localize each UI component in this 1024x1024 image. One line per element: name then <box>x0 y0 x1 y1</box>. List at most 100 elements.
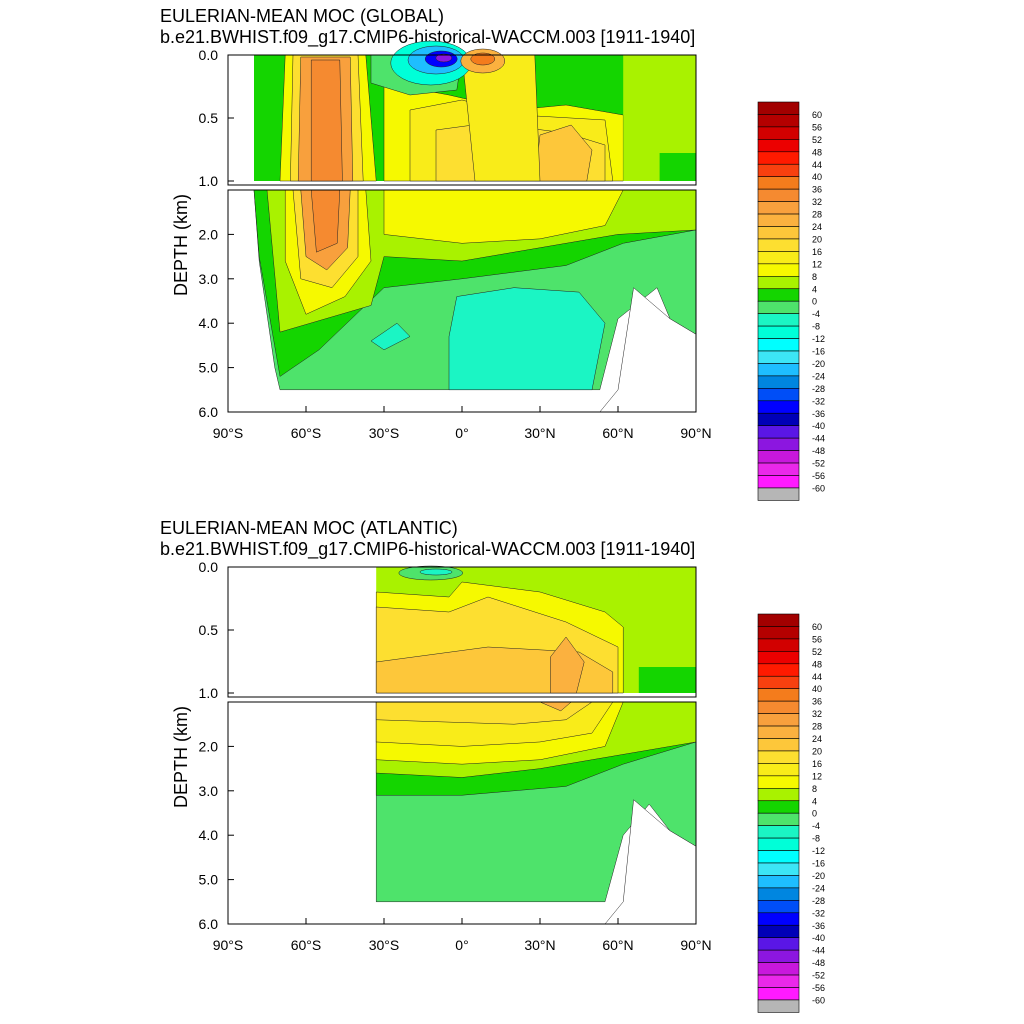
colorbar-swatch <box>757 325 800 339</box>
colorbar-label: -8 <box>812 322 820 332</box>
colorbar-swatch <box>757 999 800 1013</box>
y-tick-label: 5.0 <box>199 360 219 376</box>
x-tick-label: 60°S <box>291 425 322 441</box>
colorbar-swatch <box>757 937 800 951</box>
colorbar-label: -60 <box>812 995 825 1005</box>
colorbar-swatch <box>757 626 800 640</box>
colorbar-swatch <box>757 101 800 115</box>
colorbar-label: 48 <box>812 147 822 157</box>
moc-atlantic-panel: EULERIAN-MEAN MOC (ATLANTIC) b.e21.BWHIS… <box>0 512 1024 1024</box>
colorbar-label: -4 <box>812 821 820 831</box>
contour-region <box>419 568 453 576</box>
colorbar-label: 60 <box>812 622 822 632</box>
contour-region <box>550 636 585 694</box>
colorbar-swatch <box>757 738 800 752</box>
colorbar-swatch <box>757 850 800 864</box>
y-tick-label: 3.0 <box>199 783 219 799</box>
colorbar-label: 12 <box>812 259 822 269</box>
contour-region <box>659 153 696 181</box>
colorbar-label: 28 <box>812 722 822 732</box>
colorbar-label: -16 <box>812 347 825 357</box>
colorbar-swatch <box>757 974 800 988</box>
colorbar-swatch <box>757 787 800 802</box>
colorbar-swatch <box>757 638 800 652</box>
chart-title: EULERIAN-MEAN MOC (GLOBAL) <box>160 6 445 26</box>
colorbar-label: 40 <box>812 684 822 694</box>
colorbar-label: -60 <box>812 483 825 493</box>
y-tick-label: 0.0 <box>199 559 219 575</box>
colorbar-label: 8 <box>812 784 817 794</box>
colorbar-label: 16 <box>812 247 822 257</box>
x-tick-label: 30°S <box>369 937 400 953</box>
y-tick-label: 1.0 <box>199 173 219 189</box>
colorbar-label: 44 <box>812 160 822 170</box>
colorbar-swatch <box>757 812 800 826</box>
chart-title: EULERIAN-MEAN MOC (ATLANTIC) <box>160 518 458 538</box>
colorbar-label: -44 <box>812 946 825 956</box>
moc-global-panel: EULERIAN-MEAN MOC (GLOBAL) b.e21.BWHIST.… <box>160 6 825 501</box>
colorbar-swatch <box>757 412 800 426</box>
contour-region <box>370 322 411 351</box>
y-tick-label: 1.0 <box>199 685 219 701</box>
colorbar-label: -48 <box>812 958 825 968</box>
contour-region <box>254 55 280 181</box>
colorbar-swatch <box>757 300 800 314</box>
colorbar-label: -36 <box>812 921 825 931</box>
colorbar-label: 32 <box>812 197 822 207</box>
contour-fill-atlantic <box>375 565 697 925</box>
colorbar-swatch <box>757 288 800 302</box>
colorbar-label: -52 <box>812 459 825 469</box>
colorbar-swatch <box>757 437 800 451</box>
colorbar-label: 0 <box>812 297 817 307</box>
colorbar-swatch <box>757 462 800 476</box>
moc-global-chart: 0.0 0.5 1.0 2.0 3.0 4.0 5.0 6.0 90°S 60°S 30°S 0° 30… <box>171 40 825 501</box>
colorbar-swatch <box>757 750 800 764</box>
colorbar-swatch <box>757 425 800 439</box>
colorbar-label: -20 <box>812 359 825 369</box>
colorbar-swatch <box>757 688 800 702</box>
y-tick-label: 6.0 <box>199 916 219 932</box>
contour-region <box>638 667 696 693</box>
colorbar-swatch <box>757 700 800 714</box>
colorbar-swatch <box>757 188 800 202</box>
colorbar-swatch <box>757 263 800 277</box>
upper-frame <box>227 566 697 698</box>
contour-region <box>638 567 696 577</box>
x-tick-label: 60°N <box>602 425 633 441</box>
contour-region <box>310 59 343 182</box>
x-tick-label: 90°N <box>680 425 711 441</box>
colorbar-swatch <box>757 226 800 240</box>
colorbar-swatch <box>757 900 800 914</box>
colorbar-label: 12 <box>812 771 822 781</box>
colorbar-label: 32 <box>812 709 822 719</box>
colorbar-label: -8 <box>812 834 820 844</box>
colorbar-label: -24 <box>812 371 825 381</box>
colorbar-swatch <box>757 251 800 265</box>
colorbar-label: 8 <box>812 272 817 282</box>
x-tick-label: 60°S <box>291 937 322 953</box>
colorbar-label: 48 <box>812 659 822 669</box>
moc-atlantic-chart: 0.0 0.5 1.0 2.0 3.0 4.0 5.0 6.0 90°S 60°S 30°S 0° 30… <box>171 559 825 1013</box>
colorbar-swatch <box>757 487 800 501</box>
colorbar-swatch <box>757 949 800 963</box>
contour-region <box>435 53 453 63</box>
colorbar-swatch <box>757 176 800 190</box>
colorbar-label: 36 <box>812 185 822 195</box>
colorbar-label: 20 <box>812 746 822 756</box>
colorbar-label: -4 <box>812 309 820 319</box>
colorbar-swatch <box>757 825 800 839</box>
y-tick-label: 5.0 <box>199 872 219 888</box>
colorbar-label: -40 <box>812 421 825 431</box>
colorbar-label: 0 <box>812 809 817 819</box>
colorbar-label: -56 <box>812 983 825 993</box>
colorbar-swatch <box>757 651 800 665</box>
colorbar-swatch <box>757 400 800 414</box>
colorbar-swatch <box>757 163 800 177</box>
colorbar-swatch <box>757 837 800 851</box>
colorbar-swatch <box>757 775 800 789</box>
colorbar-label: 60 <box>812 110 822 120</box>
colorbar-label: 52 <box>812 647 822 657</box>
colorbar-label: -20 <box>812 871 825 881</box>
x-tick-label: 60°N <box>602 937 633 953</box>
colorbar-swatch <box>757 962 800 976</box>
